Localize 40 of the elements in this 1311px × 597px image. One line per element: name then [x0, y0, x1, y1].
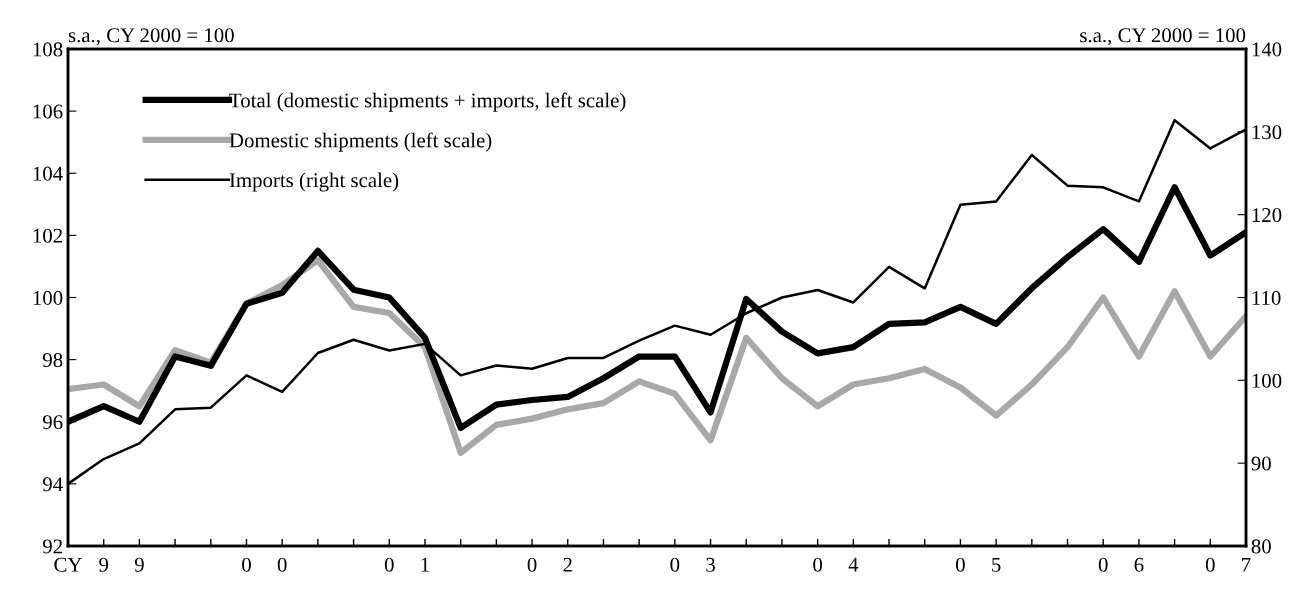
y-axis-title: s.a., CY 2000 = 100	[68, 28, 234, 46]
x-tick-label: 9	[134, 557, 144, 572]
y2-tick-label: 130	[1252, 125, 1282, 140]
x-tick-label: CY	[54, 557, 82, 572]
x-tick-label: 0	[277, 557, 287, 572]
y2-tick-label: 80	[1251, 539, 1271, 554]
y2-axis-title: s.a., CY 2000 = 100	[1080, 28, 1246, 46]
y2-tick-label: 140	[1252, 42, 1282, 57]
x-tick-label: 0	[1205, 557, 1215, 572]
legend-label: Imports (right scale)	[229, 172, 399, 192]
x-tick-label: 0	[527, 557, 537, 572]
y2-tick-label: 90	[1251, 456, 1271, 471]
x-tick-label: 0	[813, 557, 823, 572]
x-tick-label: 1	[421, 557, 429, 572]
x-tick-label: 5	[992, 557, 1001, 572]
x-tick-label: 4	[848, 557, 859, 572]
legend-label: Domestic shipments (left scale)	[229, 132, 492, 152]
x-tick-label: 0	[242, 557, 251, 572]
y-tick-label: 100	[33, 290, 63, 305]
y-tick-label: 92	[42, 539, 62, 554]
x-tick-label: 2	[563, 557, 572, 572]
y-tick-label: 98	[42, 353, 63, 368]
x-tick-label: 3	[706, 557, 715, 572]
y-tick-label: 106	[33, 104, 63, 119]
y2-tick-label: 120	[1252, 208, 1282, 223]
y-tick-label: 104	[33, 166, 63, 181]
x-tick-label: 9	[99, 557, 109, 572]
x-tick-label: 0	[670, 557, 680, 572]
x-tick-label: 7	[1242, 557, 1251, 572]
x-tick-label: 0	[1098, 557, 1108, 572]
y-tick-label: 102	[33, 228, 62, 243]
x-tick-label: 6	[1134, 557, 1144, 572]
y-tick-label: 108	[33, 42, 63, 57]
x-tick-label: 0	[956, 557, 965, 572]
y2-tick-label: 100	[1252, 373, 1282, 388]
y-tick-label: 94	[42, 477, 63, 492]
y2-tick-label: 110	[1252, 290, 1281, 305]
x-tick-label: 0	[384, 557, 394, 572]
legend-label: Total (domestic shipments + imports, left scale)	[229, 92, 626, 112]
y-tick-label: 96	[42, 415, 63, 430]
